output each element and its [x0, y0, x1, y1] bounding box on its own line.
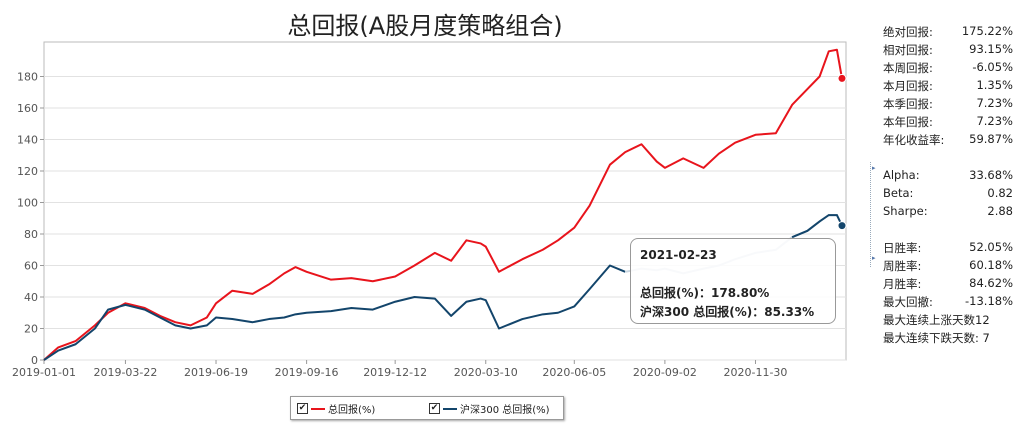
y-tick-label: 0	[31, 354, 38, 367]
stat-row: Alpha: 33.68%	[883, 168, 1013, 185]
stat-label: 绝对回报:	[883, 25, 933, 39]
expand-arrow-icon[interactable]: ▸	[872, 164, 876, 172]
stat-row: 最大连续上涨天数12	[883, 312, 1013, 329]
y-tick-label: 140	[17, 134, 38, 147]
x-tick-label: 2019-03-22	[93, 366, 157, 379]
grid-lines	[43, 41, 847, 361]
y-tick-label: 80	[24, 228, 38, 241]
stat-value: 93.15%	[969, 42, 1013, 56]
stat-label: Beta:	[883, 186, 914, 200]
stat-row: 月胜率: 84.62%	[883, 276, 1013, 293]
stat-label: 月胜率:	[883, 277, 922, 291]
series-line-1[interactable]	[43, 48, 843, 361]
stat-label: 最大回撤:	[883, 295, 933, 309]
legend-swatch-navy	[443, 407, 457, 410]
stat-value: 7.23%	[976, 114, 1013, 128]
legend-swatch-red	[311, 407, 325, 410]
y-tick-label: 180	[17, 71, 38, 84]
stat-label: 本年回报:	[883, 115, 933, 129]
stat-value: 52.05%	[969, 240, 1013, 254]
tooltip-series-2: 沪深300 总回报(%)：85.33%	[640, 305, 815, 319]
y-tick-label: 120	[17, 165, 38, 178]
stat-value: 84.62%	[969, 276, 1013, 290]
stat-row: 年化收益率: 59.87%	[883, 132, 1013, 149]
legend-checkbox-icon[interactable]: ✔	[297, 403, 308, 414]
stat-value: -6.05%	[972, 60, 1013, 74]
chart-legend: ✔ 总回报(%) ✔ 沪深300 总回报(%)	[290, 396, 564, 420]
tooltip-date: 2021-02-23	[640, 248, 717, 262]
y-tick-label: 160	[17, 102, 38, 115]
stat-row	[883, 222, 1013, 239]
legend-label-total-return: 总回报(%)	[328, 405, 376, 416]
axes: 0 20 40 60 80 100 120 140 160 180 2019-01-01 2019-0…	[12, 71, 787, 380]
legend-label-hs300: 沪深300 总回报(%)	[460, 405, 550, 416]
line-chart[interactable]: 0 20 40 60 80 100 120 140 160 180 2019-01-01 2019-0…	[0, 0, 860, 392]
series-line-2[interactable]	[43, 264, 626, 361]
stat-label: 本周回报:	[883, 61, 933, 75]
stat-row: 日胜率: 52.05%	[883, 240, 1013, 257]
x-tick-label: 2019-01-01	[12, 366, 76, 379]
series-line-2-tail	[791, 214, 843, 239]
stat-value: 0.82	[987, 186, 1013, 200]
stat-label: Alpha:	[883, 168, 920, 182]
legend-checkbox-icon[interactable]: ✔	[429, 403, 440, 414]
y-tick-label: 40	[24, 291, 38, 304]
x-tick-label: 2020-03-10	[454, 366, 518, 379]
y-tick-label: 100	[17, 197, 38, 210]
legend-item-total-return[interactable]: ✔ 总回报(%)	[297, 401, 375, 416]
panel-collapse-handle[interactable]: ▸ ▸	[870, 162, 878, 267]
stat-value: 2.88	[987, 204, 1013, 218]
stat-row: 本月回报: 1.35%	[883, 78, 1013, 95]
stat-label: 最大连续下跌天数: 7	[883, 331, 990, 345]
stat-row	[883, 150, 1013, 167]
hover-marker	[837, 221, 847, 231]
stat-label: 相对回报:	[883, 43, 933, 57]
stat-row: 本周回报: -6.05%	[883, 60, 1013, 77]
stat-label: 周胜率:	[883, 259, 922, 273]
stat-value: 60.18%	[969, 258, 1013, 272]
stat-row: Beta: 0.82	[883, 186, 1013, 203]
x-tick-label: 2019-12-12	[363, 366, 427, 379]
stat-value: 175.22%	[961, 24, 1013, 38]
tooltip-series-1: 总回报(%)：178.80%	[640, 286, 770, 300]
stat-label: 本月回报:	[883, 79, 933, 93]
chart-title: 总回报(A股月度策略组合)	[287, 12, 563, 40]
y-tick-label: 20	[24, 323, 38, 336]
stat-row: 本季回报: 7.23%	[883, 96, 1013, 113]
x-tick-label: 2020-09-02	[633, 366, 697, 379]
stat-label: 本季回报:	[883, 97, 933, 111]
stat-label: 最大连续上涨天数12	[883, 313, 990, 327]
stat-row: Sharpe: 2.88	[883, 204, 1013, 221]
hover-markers	[837, 73, 847, 231]
stat-row: 相对回报: 93.15%	[883, 42, 1013, 59]
stat-row: 最大连续下跌天数: 7	[883, 330, 1013, 347]
stat-value: -13.18%	[965, 294, 1013, 308]
stat-value: 59.87%	[969, 132, 1013, 146]
x-tick-label: 2019-09-16	[275, 366, 339, 379]
x-tick-label: 2019-06-19	[184, 366, 248, 379]
stat-row: 绝对回报: 175.22%	[883, 24, 1013, 41]
hover-marker	[837, 73, 847, 83]
hover-tooltip: 2021-02-23 总回报(%)：178.80% 沪深300 总回报(%)：8…	[630, 238, 836, 324]
stat-label: 年化收益率:	[883, 133, 945, 147]
y-tick-label: 60	[24, 260, 38, 273]
stat-value: 7.23%	[976, 96, 1013, 110]
stat-row: 最大回撤: -13.18%	[883, 294, 1013, 311]
x-tick-label: 2020-11-30	[724, 366, 788, 379]
stat-value: 33.68%	[969, 168, 1013, 182]
legend-item-hs300[interactable]: ✔ 沪深300 总回报(%)	[429, 401, 550, 416]
x-tick-label: 2020-06-05	[542, 366, 606, 379]
stat-value: 1.35%	[976, 78, 1013, 92]
stat-row: 周胜率: 60.18%	[883, 258, 1013, 275]
stat-label: Sharpe:	[883, 204, 928, 218]
stat-row: 本年回报: 7.23%	[883, 114, 1013, 131]
expand-arrow-icon[interactable]: ▸	[872, 254, 876, 262]
stat-label: 日胜率:	[883, 241, 922, 255]
